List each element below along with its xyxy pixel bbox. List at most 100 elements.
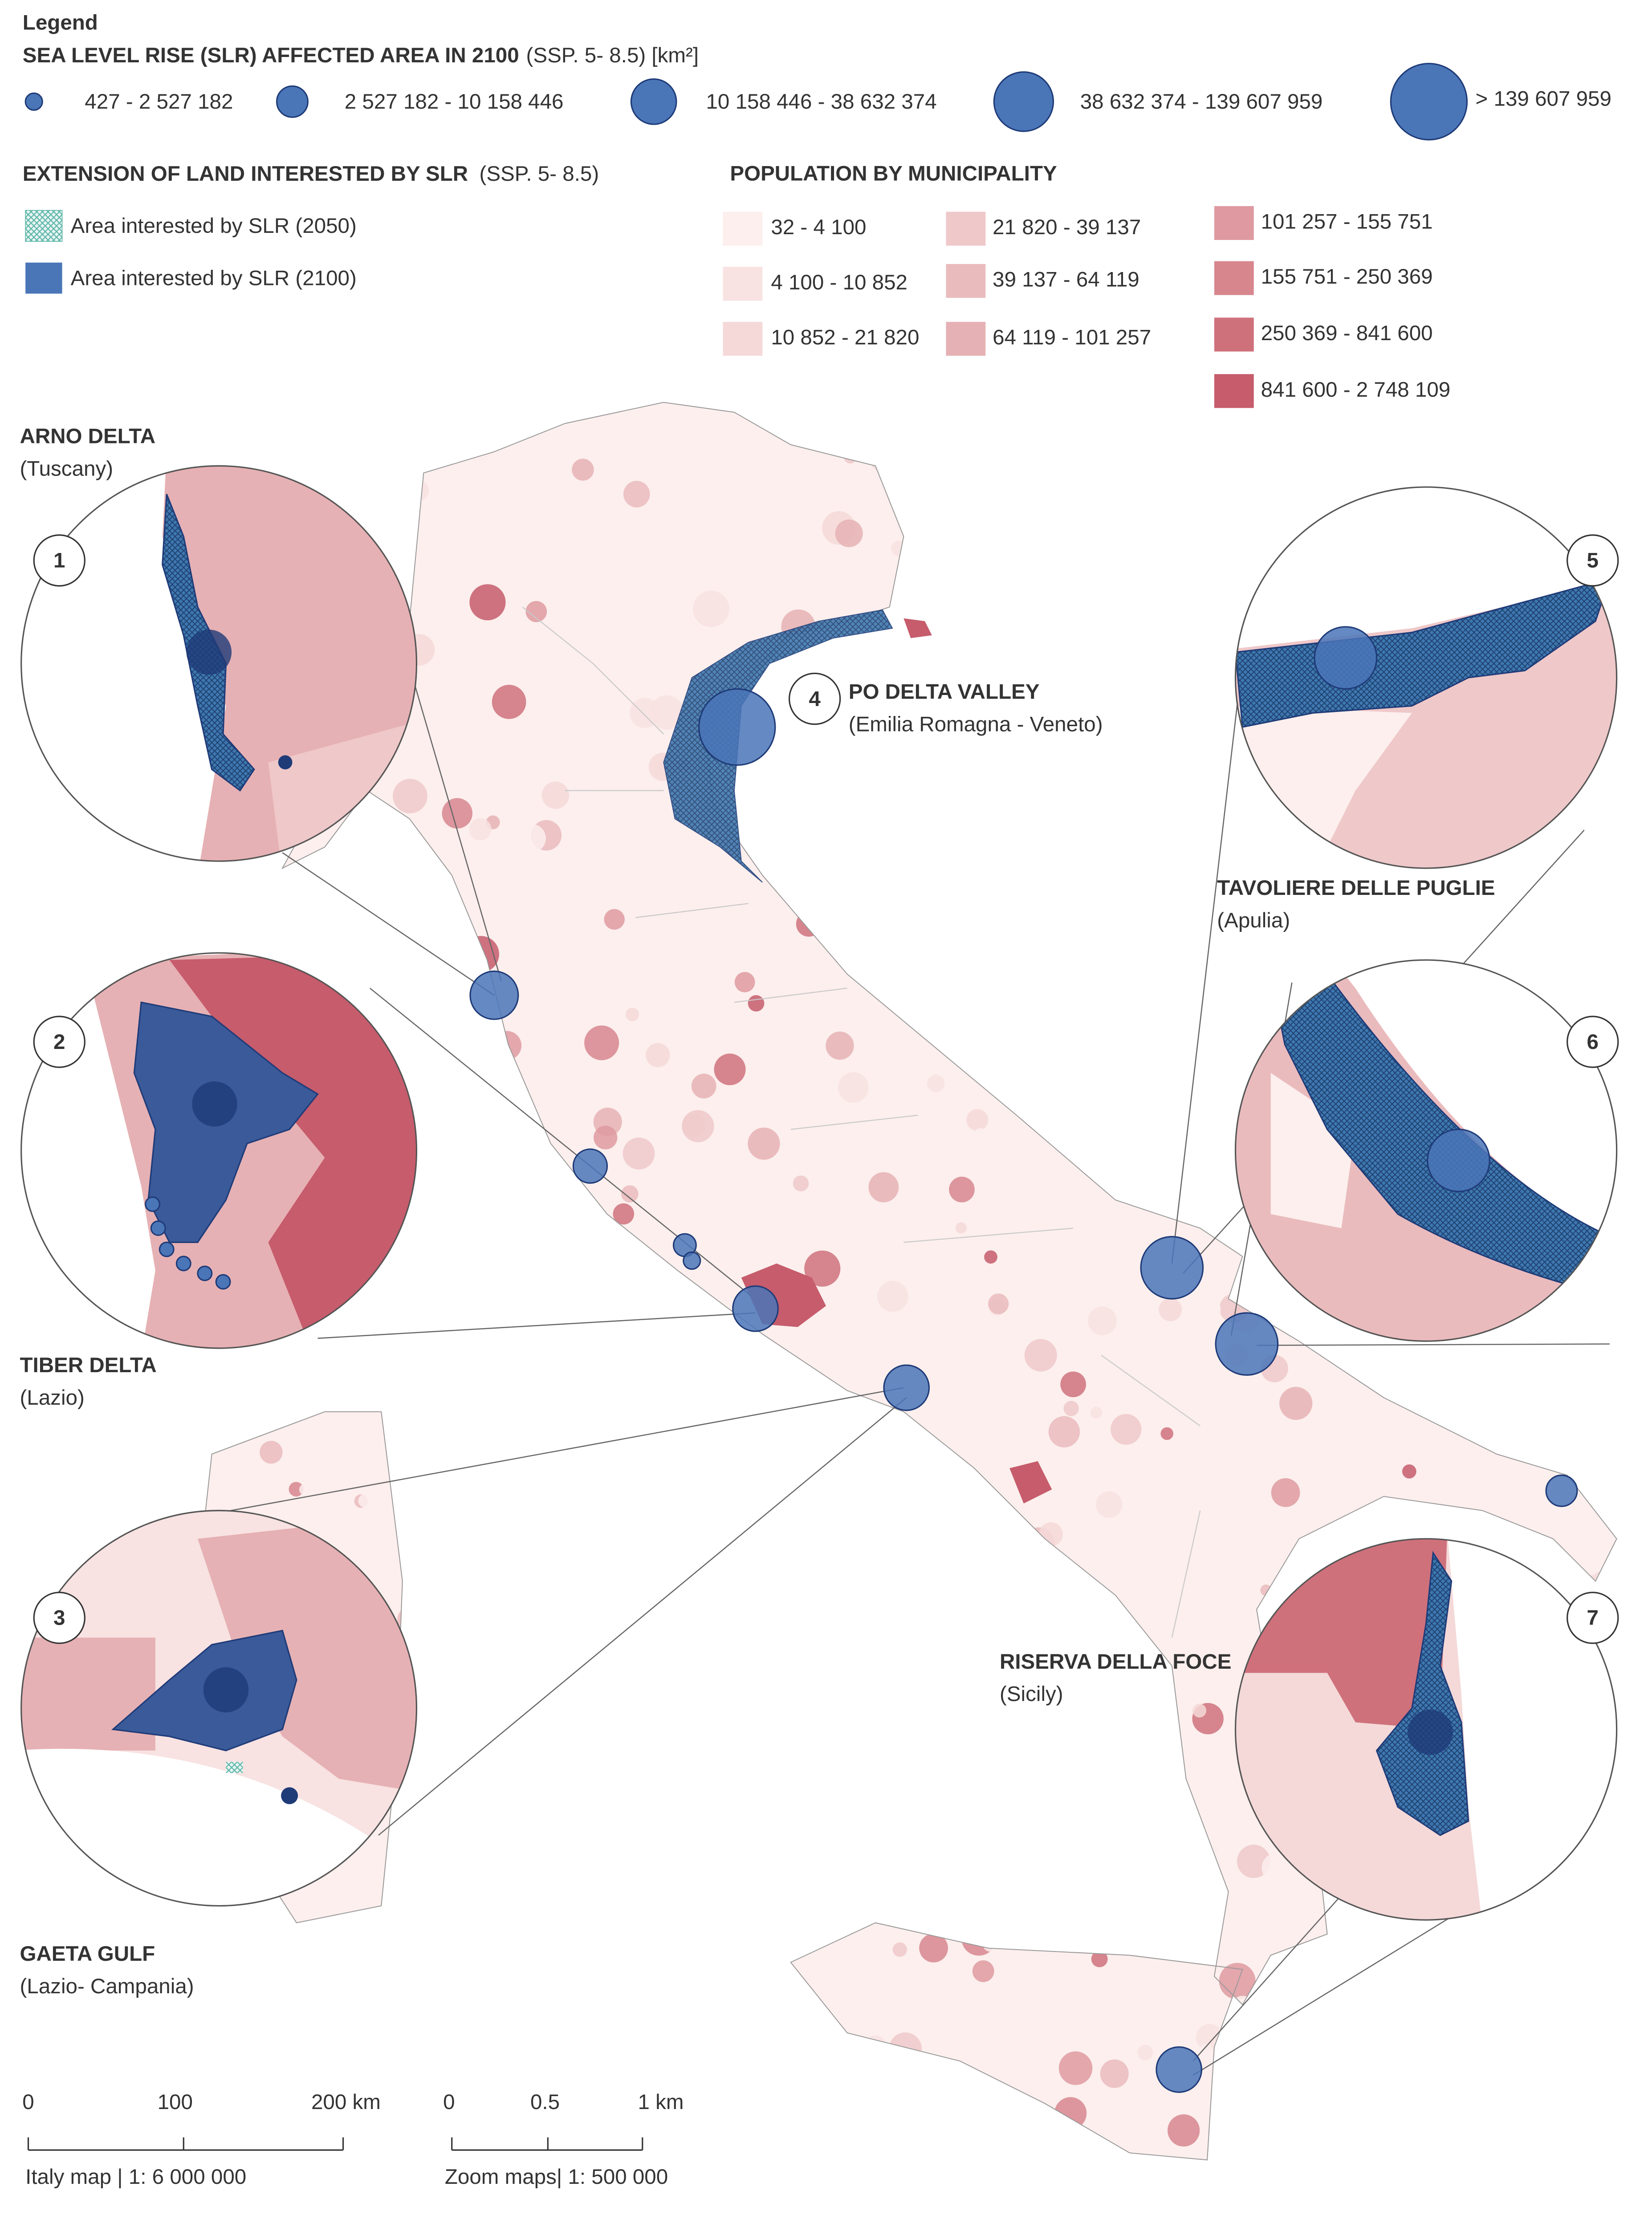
zoom-number-badge [1567,1016,1619,1068]
municipality [1083,1847,1118,1882]
zoom-land [1270,1073,1356,1228]
municipality [1168,1110,1197,1138]
municipality [839,2132,852,2146]
municipality [366,1293,392,1319]
municipality [492,685,526,719]
municipality [558,1825,578,1844]
municipality [1005,2128,1041,2160]
municipality [393,779,427,813]
municipality [1339,2015,1355,2032]
municipality [774,2105,810,2140]
municipality [1551,519,1564,532]
slr-legend-symbol [1390,63,1468,141]
municipality [1571,910,1583,923]
municipality [1501,2066,1526,2091]
municipality [1123,1149,1154,1180]
municipality [478,1683,496,1700]
po-delta-slr [663,609,893,883]
municipality [892,1731,925,1764]
municipality [326,2071,346,2092]
municipality [1155,1400,1168,1414]
municipality [646,1043,670,1068]
municipality [1156,749,1168,762]
municipality [517,824,546,853]
municipality [479,1818,501,1840]
municipality [748,1127,780,1160]
municipality [1060,1371,1086,1398]
zoom-slr-circle [186,630,232,675]
zoom-slr [1235,577,1611,728]
population-swatch [1214,317,1254,352]
municipality [1024,1013,1046,1035]
municipality [1402,2064,1416,2078]
municipality [962,1855,979,1872]
municipality [843,1874,871,1902]
municipality [645,1329,680,1364]
municipality [1226,2015,1243,2031]
municipality [1247,480,1268,500]
population-swatch [946,321,986,356]
municipality [442,798,473,829]
population-label: 155 751 - 250 369 [1261,265,1433,289]
municipality [629,698,660,728]
municipality [197,2038,207,2055]
legend-swatch-2050 [25,210,63,242]
municipality [603,1685,629,1711]
municipality [481,1793,496,1808]
slr-legend-label: 2 527 182 - 10 158 446 [345,90,564,114]
zoom-number: 7 [1587,1606,1599,1630]
municipality [320,1339,355,1375]
municipality [801,1521,826,1547]
zoom-region: (Sicily) [1000,1683,1063,1706]
region-borders [522,606,1201,1638]
municipality [1259,1508,1290,1539]
population-swatch [1214,206,1254,240]
municipality [460,1189,481,1210]
municipality [255,1941,279,1966]
zoom-title: TAVOLIERE DELLE PUGLIE [1217,876,1495,900]
municipality [1062,1672,1097,1706]
zoom-map [21,1510,417,1906]
municipality [639,453,657,472]
municipality [1152,1741,1184,1773]
municipality [536,1581,567,1611]
municipality [949,1176,975,1203]
municipality [1105,625,1131,651]
municipality [781,953,793,965]
municipality [600,1569,626,1595]
municipality [898,469,921,492]
municipality [1193,554,1215,576]
municipality [584,1601,596,1613]
zoom-number-badge [1567,534,1619,587]
zoom-slr-circle [1314,626,1378,690]
municipality [1488,2014,1508,2034]
municipality [863,1535,899,1571]
municipality [691,520,725,554]
zoom-number-badge [1567,1592,1619,1644]
municipality [536,682,556,702]
municipality [783,2105,809,2131]
municipality [584,1025,619,1061]
municipality [1192,1296,1221,1324]
municipality [1069,752,1098,781]
municipality [1287,2060,1323,2096]
population-label: 32 - 4 100 [771,215,866,239]
municipality [541,781,570,809]
municipality [663,1340,681,1357]
municipality [308,933,330,955]
municipality [924,759,952,786]
municipality [892,1942,907,1957]
zoom-title: GAETA GULF [20,1942,155,1966]
municipality [1084,1465,1119,1500]
municipality [1106,891,1122,906]
municipality [682,1110,714,1142]
zoom-slr-2050 [226,1762,243,1773]
extension-label: Area interested by SLR (2050) [71,214,357,238]
zoom-title: TIBER DELTA [20,1353,156,1377]
municipality [420,1761,432,1773]
municipality [481,1116,507,1142]
municipality [826,1031,854,1060]
municipality [1554,2003,1579,2027]
municipality [919,1447,943,1471]
zoom-slr-circle [175,1256,191,1272]
